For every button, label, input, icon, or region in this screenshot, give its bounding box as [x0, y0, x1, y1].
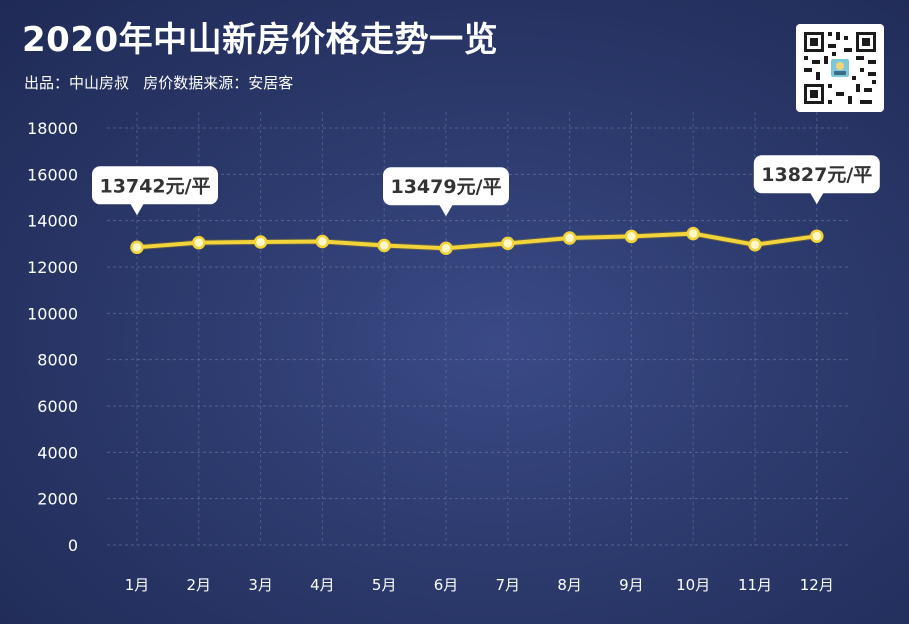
y-tick-label: 0: [68, 536, 78, 555]
callout-pointer: [809, 192, 824, 205]
x-tick-label: 8月: [557, 576, 582, 594]
x-tick-label: 3月: [248, 576, 273, 594]
x-tick-label: 6月: [434, 576, 459, 594]
series-line: [135, 231, 819, 251]
x-tick-label: 2月: [187, 576, 212, 594]
qr-code-icon: [796, 24, 884, 112]
x-tick-label: 7月: [496, 576, 521, 594]
price-callout: 13827元/平: [753, 155, 880, 205]
chart-subtitle: 出品：中山房叔 房价数据来源：安居客: [24, 74, 294, 92]
callout-pointer: [130, 203, 144, 216]
price-callout: 13742元/平: [92, 166, 218, 216]
y-tick-label: 4000: [37, 443, 78, 462]
y-tick-label: 2000: [37, 490, 78, 509]
data-point: [562, 231, 577, 245]
chart-title: 2020年中山新房价格走势一览: [22, 20, 499, 60]
callout-label: 13479元/平: [390, 176, 501, 198]
callout-box: [753, 155, 880, 194]
y-tick-label: 10000: [27, 304, 78, 323]
callout-label: 13827元/平: [761, 164, 872, 186]
x-tick-label: 5月: [372, 576, 397, 594]
price-callout: 13479元/平: [383, 167, 509, 217]
data-point: [192, 235, 206, 250]
data-point: [810, 229, 824, 243]
y-tick-label: 16000: [27, 165, 78, 184]
y-tick-label: 14000: [27, 212, 78, 231]
y-tick-label: 12000: [27, 258, 78, 277]
data-point: [624, 229, 639, 244]
callout-label: 13742元/平: [99, 175, 210, 197]
x-tick-label: 10月: [676, 576, 710, 594]
data-point: [748, 238, 762, 252]
callout-box: [383, 167, 509, 206]
x-tick-label: 9月: [619, 576, 644, 594]
data-point: [315, 234, 330, 249]
y-tick-label: 18000: [27, 119, 78, 138]
data-point: [130, 240, 144, 255]
data-point: [439, 241, 453, 255]
data-point: [686, 226, 700, 241]
x-tick-label: 4月: [310, 576, 335, 594]
data-point: [501, 236, 515, 251]
x-tick-label: 1月: [125, 576, 150, 594]
callout-pointer: [439, 204, 453, 217]
y-tick-label: 6000: [37, 397, 78, 416]
y-tick-label: 8000: [37, 351, 78, 370]
callout-box: [92, 166, 218, 205]
x-tick-label: 12月: [800, 576, 834, 594]
data-point: [253, 235, 268, 249]
data-point: [377, 238, 391, 253]
x-tick-label: 11月: [738, 576, 772, 594]
